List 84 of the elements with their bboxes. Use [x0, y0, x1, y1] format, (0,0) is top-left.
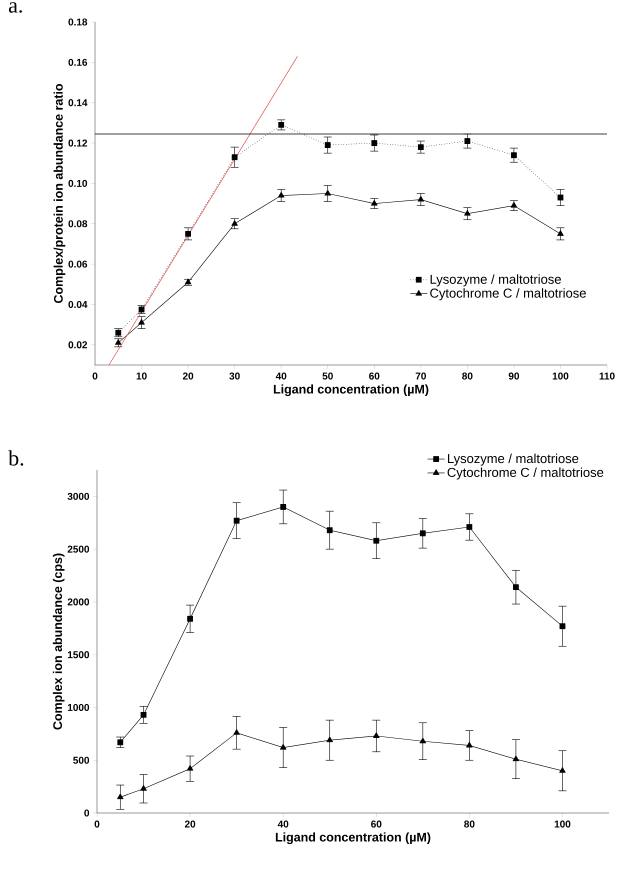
point [559, 767, 566, 773]
legend-label: Lysozyme / maltotriose [448, 454, 578, 466]
x-tick-label: 20 [184, 820, 196, 828]
point [464, 138, 470, 144]
chart-title: b. [8, 450, 24, 466]
point [117, 739, 124, 746]
y-axis-title: Complex ion abundance (cps) [52, 554, 64, 730]
point [512, 755, 520, 762]
x-tick-label: 0 [92, 372, 98, 380]
x-tick-label: 40 [276, 372, 286, 380]
y-tick-label: 2500 [68, 546, 90, 553]
point [280, 504, 286, 510]
x-tick-label: 0 [94, 820, 100, 828]
point [138, 318, 145, 325]
y-tick-label: 1000 [68, 704, 90, 711]
point [464, 210, 471, 216]
legend-label: Cytochrome C / maltotriose [430, 288, 586, 300]
y-tick-label: 3000 [68, 492, 90, 500]
point [234, 518, 240, 524]
point [466, 524, 472, 530]
y-tick-label: 0.16 [68, 58, 88, 66]
y-tick-label: 0.08 [68, 220, 88, 228]
y-tick-label: 0 [84, 809, 90, 817]
point [140, 712, 146, 718]
point [232, 154, 238, 160]
point [233, 729, 240, 735]
point [513, 584, 519, 590]
point [187, 616, 193, 622]
point [420, 530, 426, 536]
x-tick-label: 100 [552, 372, 568, 380]
y-tick-label: 0.12 [68, 140, 88, 147]
point [418, 196, 424, 202]
point [371, 140, 378, 146]
point [140, 785, 147, 791]
y-tick-label: 500 [73, 756, 90, 764]
x-tick-label: 90 [508, 372, 520, 380]
point [373, 538, 380, 544]
x-tick-label: 10 [136, 372, 147, 380]
x-tick-label: 60 [369, 372, 380, 380]
point [558, 194, 564, 200]
point [466, 742, 473, 748]
point [324, 142, 331, 148]
y-tick-label: 0.02 [68, 341, 88, 348]
point [278, 192, 284, 198]
point [117, 793, 124, 800]
y-tick-label: 0.14 [68, 99, 88, 106]
point [510, 202, 518, 208]
point [280, 744, 286, 750]
chart-title: a. [8, 2, 22, 13]
y-tick-label: 0.10 [68, 180, 88, 187]
x-tick-label: 50 [322, 372, 333, 380]
point [560, 623, 566, 630]
legend-label: Cytochrome C / maltotriose [448, 467, 604, 480]
x-tick-label: 40 [278, 820, 288, 828]
x-tick-label: 20 [182, 372, 194, 380]
point [557, 230, 564, 236]
x-tick-label: 80 [462, 372, 473, 380]
x-axis-title: Ligand concentration (µM) [274, 384, 428, 396]
y-tick-label: 2000 [68, 598, 90, 606]
x-tick-label: 110 [600, 372, 615, 380]
x-tick-label: 100 [554, 820, 570, 828]
point [511, 152, 517, 158]
point [420, 738, 426, 744]
x-tick-label: 60 [371, 820, 382, 828]
point [418, 144, 424, 150]
y-tick-label: 0.18 [68, 18, 88, 26]
x-axis-title: Ligand concentration (µM) [276, 832, 430, 844]
x-tick-label: 30 [229, 372, 240, 380]
point [231, 220, 238, 226]
y-tick-label: 0.06 [68, 260, 88, 268]
point [278, 122, 284, 128]
x-tick-label: 70 [416, 372, 426, 380]
x-tick-label: 80 [464, 820, 475, 828]
legend-label: Lysozyme / maltotriose [430, 274, 561, 286]
point [326, 527, 333, 534]
y-tick-label: 1500 [68, 651, 90, 658]
y-axis-title: Complex/protein ion abundance ratio [54, 84, 66, 304]
point [371, 200, 378, 206]
point [326, 736, 333, 742]
point [373, 732, 380, 738]
y-tick-label: 0.04 [68, 300, 88, 308]
point [186, 764, 194, 771]
point [324, 190, 331, 196]
point [185, 230, 191, 237]
